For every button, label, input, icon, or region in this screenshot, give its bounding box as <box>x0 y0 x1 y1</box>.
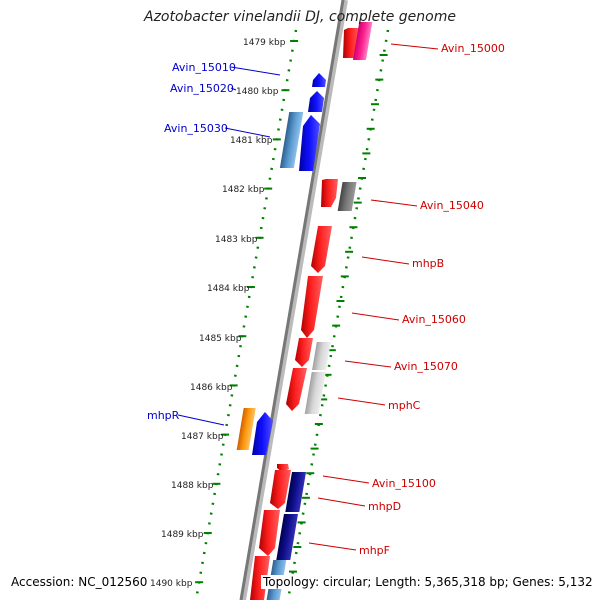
tick-label: 1480 kbp <box>236 87 279 97</box>
tick-track-left <box>194 29 298 600</box>
gene-label[interactable]: Avin_15030 <box>164 122 228 135</box>
gene-label[interactable]: mhpD <box>368 500 401 513</box>
gene-arrow[interactable] <box>299 115 320 171</box>
gene-label[interactable]: Avin_15100 <box>372 477 436 490</box>
gene-label[interactable]: Avin_15060 <box>402 313 466 326</box>
gene-labels-right: Avin_15000 Avin_15040 mhpB Avin_15060 Av… <box>359 42 505 557</box>
gene-arrow[interactable] <box>301 276 323 338</box>
gene-label[interactable]: Avin_15010 <box>172 61 236 74</box>
tick-labels: 1479 kbp 1480 kbp 1481 kbp 1482 kbp 1483… <box>150 38 286 589</box>
gene-arrow[interactable] <box>295 338 313 367</box>
gene-arrow[interactable] <box>321 179 338 207</box>
gene-label[interactable]: Avin_15040 <box>420 199 484 212</box>
genome-summary: Topology: circular; Length: 5,365,318 bp… <box>261 575 595 589</box>
gene-block[interactable] <box>337 182 357 211</box>
gene-block[interactable] <box>352 22 373 60</box>
tick-label: 1481 kbp <box>230 136 273 146</box>
gene-labels-left: Avin_15010 Avin_15020 Avin_15030 mhpR <box>147 61 236 422</box>
genome-backbone <box>239 0 345 600</box>
gene-arrow[interactable] <box>312 73 326 87</box>
gene-arrow[interactable] <box>259 510 280 556</box>
gene-arrow[interactable] <box>252 412 273 455</box>
gene-arrow[interactable] <box>311 226 332 273</box>
tick-label: 1479 kbp <box>243 38 286 48</box>
gene-block[interactable] <box>304 372 326 414</box>
tick-label: 1488 kbp <box>171 481 214 491</box>
gene-block[interactable] <box>236 408 256 450</box>
gene-arrow[interactable] <box>308 91 324 112</box>
accession-label: Accession: NC_012560 <box>9 575 150 589</box>
gene-block[interactable] <box>276 514 298 560</box>
page-title: Azotobacter vinelandii DJ, complete geno… <box>144 9 456 25</box>
gene-label[interactable]: Avin_15000 <box>441 42 505 55</box>
gene-label[interactable]: Avin_15070 <box>394 360 458 373</box>
tick-label: 1486 kbp <box>190 383 233 393</box>
gene-block[interactable] <box>285 472 307 512</box>
tick-label: 1487 kbp <box>181 432 224 442</box>
gene-label[interactable]: mhpB <box>412 257 444 270</box>
gene-label[interactable]: mphC <box>388 399 421 412</box>
tick-group <box>195 40 299 584</box>
tick-label: 1489 kbp <box>161 530 204 540</box>
label-connectors <box>177 43 439 551</box>
gene-features <box>236 22 373 600</box>
gene-label[interactable]: mhpF <box>359 544 390 557</box>
tick-label: 1482 kbp <box>222 185 265 195</box>
gene-arrow[interactable] <box>270 470 291 509</box>
gene-block[interactable] <box>279 112 304 168</box>
tick-label: 1490 kbp <box>150 579 193 589</box>
gene-label[interactable]: Avin_15020 <box>170 82 234 95</box>
gene-arrow[interactable] <box>250 556 270 600</box>
genome-backbone-shadow <box>240 0 348 600</box>
tick-label: 1484 kbp <box>207 284 250 294</box>
gene-arrow[interactable] <box>286 368 307 411</box>
tick-label: 1485 kbp <box>199 334 242 344</box>
gene-block[interactable] <box>312 342 331 370</box>
tick-label: 1483 kbp <box>215 235 258 245</box>
gene-label[interactable]: mhpR <box>147 409 180 422</box>
